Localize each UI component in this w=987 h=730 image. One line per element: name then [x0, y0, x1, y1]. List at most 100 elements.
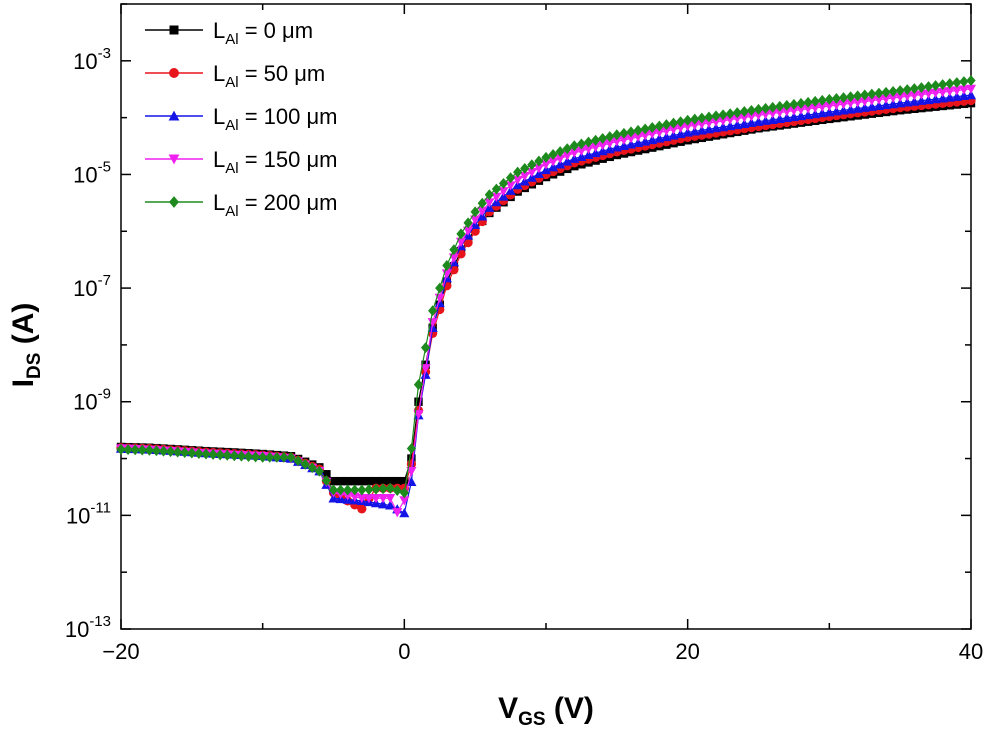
- series-4-point: [335, 484, 346, 496]
- series-1-point: [357, 504, 367, 514]
- series-4-point: [916, 82, 927, 93]
- series-4-point: [229, 450, 239, 462]
- data-layer: [115, 75, 977, 518]
- series-0-point: [357, 476, 367, 486]
- y-tick-label: 10-9: [73, 386, 111, 415]
- series-2-point: [781, 112, 792, 123]
- series-0-point: [336, 476, 345, 486]
- series-4-point: [619, 127, 629, 139]
- x-tick-label: 0: [398, 639, 410, 664]
- series-0-point: [393, 476, 402, 486]
- series-3-point: [817, 102, 828, 113]
- series-4-point: [668, 117, 679, 129]
- series-3-point: [526, 168, 537, 178]
- series-4-point: [428, 305, 438, 317]
- series-4-point: [300, 458, 310, 470]
- series-3-point: [824, 101, 835, 112]
- series-3-point: [640, 131, 651, 141]
- series-3-point: [703, 118, 714, 129]
- series-3-point: [604, 139, 615, 149]
- series-4-point: [789, 98, 799, 110]
- series-4-point: [775, 100, 785, 112]
- series-2-point: [895, 98, 906, 108]
- y-axis-title-unit: (A): [7, 303, 40, 353]
- series-4-point: [208, 449, 218, 460]
- series-2-point: [909, 96, 920, 106]
- series-4-point: [435, 282, 445, 294]
- series-2-point: [916, 95, 927, 105]
- series-4-point: [796, 97, 806, 109]
- series-3-point: [356, 494, 367, 504]
- series-4-point: [144, 444, 154, 456]
- series-2-point: [746, 117, 757, 127]
- series-2-point: [824, 107, 835, 117]
- series-3-point: [590, 142, 601, 153]
- series-4-point: [923, 81, 934, 92]
- series-4-point: [640, 123, 650, 135]
- series-2-point: [710, 123, 722, 133]
- series-4-point: [392, 485, 402, 496]
- series-3-point: [937, 87, 948, 98]
- series-4-point: [860, 89, 870, 101]
- series-4-point: [420, 342, 431, 354]
- series-3-point: [909, 91, 920, 101]
- series-3-point: [399, 496, 410, 506]
- series-4-point: [484, 189, 494, 201]
- y-axis-title-subscript: DS: [24, 353, 45, 379]
- series-3-point: [732, 114, 743, 124]
- series-2-point: [788, 111, 799, 122]
- series-3-point: [888, 93, 899, 104]
- series-4-point: [569, 140, 579, 152]
- series-4-point: [895, 85, 905, 96]
- series-4-point: [810, 95, 820, 107]
- series-4-point: [130, 444, 140, 456]
- legend-entry-2: LAl = 100 μm: [145, 104, 338, 134]
- y-tick-label: 10-5: [73, 158, 111, 187]
- series-2-point: [703, 124, 714, 134]
- series-4-point: [675, 116, 686, 128]
- series-3-point: [675, 123, 686, 133]
- series-4-point: [321, 475, 332, 487]
- series-4-point: [399, 487, 409, 499]
- series-0-point: [385, 476, 395, 486]
- series-3-point: [385, 494, 396, 504]
- series-3-point: [951, 86, 962, 96]
- series-3-point: [718, 116, 729, 126]
- series-3-point: [944, 87, 955, 97]
- series-4-point: [732, 107, 742, 119]
- series-3-point: [965, 84, 977, 94]
- series-2-point: [725, 120, 736, 131]
- series-3-point: [392, 508, 403, 518]
- series-4-point: [165, 446, 176, 458]
- legend: LAl = 0 μm LAl = 50 μm LAl = 100 μm LAl = 1…: [145, 18, 338, 220]
- series-2-point: [420, 369, 431, 379]
- series-3-point: [916, 90, 927, 100]
- series-0-point: [329, 476, 338, 486]
- series-4-point: [201, 448, 211, 460]
- series-3-point: [838, 100, 849, 110]
- series-3-point: [781, 107, 792, 117]
- series-3-point: [597, 141, 608, 151]
- series-4-point: [505, 172, 516, 184]
- series-2-point: [689, 126, 700, 136]
- series-4-point: [683, 114, 693, 126]
- series-3-point: [625, 134, 637, 144]
- x-axis-title-unit: (V): [546, 692, 594, 725]
- series-3-point: [923, 89, 934, 99]
- series-4-point: [258, 451, 268, 463]
- series-4-point: [513, 166, 523, 178]
- series-4-point: [470, 206, 480, 218]
- series-3-point: [562, 151, 573, 161]
- series-4-point: [279, 451, 289, 463]
- series-3-point: [491, 192, 502, 202]
- series-3-point: [682, 122, 693, 132]
- series-3-point: [498, 187, 509, 197]
- series-4-point: [350, 484, 360, 496]
- series-4-point: [378, 483, 388, 495]
- series-3-point: [555, 154, 566, 164]
- series-3-point: [689, 121, 700, 131]
- series-4-point: [498, 177, 509, 189]
- legend-entry-1: LAl = 50 μm: [145, 61, 325, 91]
- series-4-point: [718, 109, 728, 121]
